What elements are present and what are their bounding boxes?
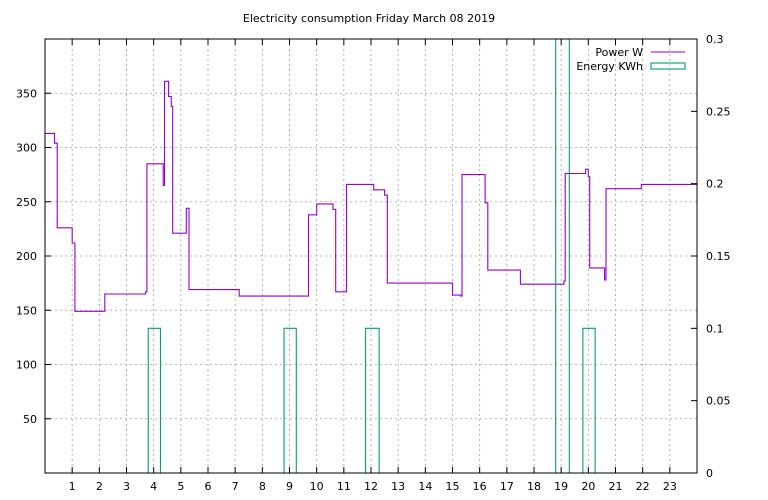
x-tick-label-15: 15 — [446, 480, 460, 493]
y-axis-right: 0 0.05 0.1 0.15 0.2 0.25 0.3 — [691, 33, 731, 480]
energy-bar-4 — [582, 327, 596, 473]
x-tick-label-5: 5 — [177, 480, 184, 493]
x-tick-label-10: 10 — [310, 480, 324, 493]
y2-tick-label-0.15: 0.15 — [706, 250, 731, 263]
x-tick-label-8: 8 — [259, 480, 266, 493]
x-tick-label-9: 9 — [286, 480, 293, 493]
energy-bar-3 — [555, 38, 570, 473]
x-tick-label-3: 3 — [123, 480, 130, 493]
y2-tick-label-0.05: 0.05 — [706, 395, 731, 408]
y2-tick-label-0.25: 0.25 — [706, 105, 731, 118]
y-tick-label-250: 250 — [16, 196, 37, 209]
y2-tick-label-0.3: 0.3 — [706, 33, 724, 46]
x-tick-label-13: 13 — [391, 480, 405, 493]
power-w-series-line — [45, 80, 697, 312]
y2-tick-label-0.1: 0.1 — [706, 322, 724, 335]
x-axis: 1 2 3 4 5 6 7 8 9 10 11 12 13 14 15 16 17 18 19 20 21 22 23 — [69, 39, 677, 493]
x-tick-label-11: 11 — [337, 480, 351, 493]
energy-bar-1 — [283, 327, 297, 473]
x-tick-label-17: 17 — [500, 480, 514, 493]
x-tick-label-16: 16 — [473, 480, 487, 493]
legend-swatch-1 — [650, 62, 686, 70]
x-tick-label-21: 21 — [609, 480, 623, 493]
x-tick-label-12: 12 — [364, 480, 378, 493]
chart-title: Electricity consumption Friday March 08 … — [243, 12, 495, 25]
y-axis-left: 50 100 150 200 250 300 350 — [16, 87, 51, 426]
y2-tick-label-0: 0 — [706, 467, 713, 480]
y2-tick-label-0.2: 0.2 — [706, 178, 724, 191]
y-tick-label-50: 50 — [23, 413, 37, 426]
y-tick-label-300: 300 — [16, 142, 37, 155]
energy-bar-2 — [365, 327, 380, 473]
x-tick-label-2: 2 — [96, 480, 103, 493]
y-tick-label-350: 350 — [16, 87, 37, 100]
x-tick-label-19: 19 — [554, 480, 568, 493]
x-tick-label-20: 20 — [581, 480, 595, 493]
grid-lines — [45, 39, 697, 473]
legend-label-1: Energy KWh — [576, 60, 643, 73]
x-tick-label-22: 22 — [636, 480, 650, 493]
x-tick-label-7: 7 — [232, 480, 239, 493]
x-tick-label-1: 1 — [69, 480, 76, 493]
x-tick-label-6: 6 — [205, 480, 212, 493]
legend-label-0: Power W — [595, 46, 643, 59]
energy-bar-0 — [147, 327, 162, 473]
y-tick-label-100: 100 — [16, 359, 37, 372]
x-tick-label-14: 14 — [418, 480, 432, 493]
x-tick-label-4: 4 — [150, 480, 157, 493]
x-tick-label-23: 23 — [663, 480, 677, 493]
x-tick-label-18: 18 — [527, 480, 541, 493]
y-tick-label-200: 200 — [16, 250, 37, 263]
y-tick-label-150: 150 — [16, 304, 37, 317]
